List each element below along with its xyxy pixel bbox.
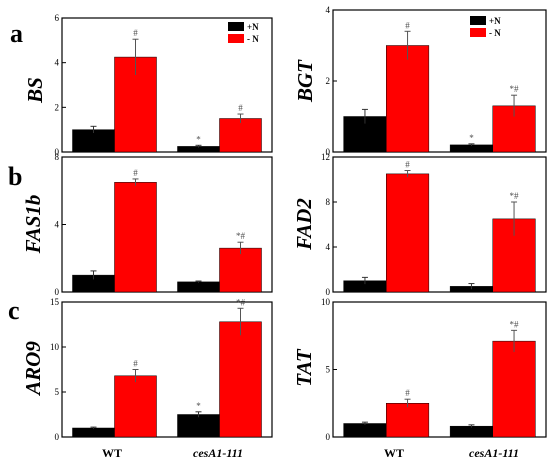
chart-6-ylabel: TAT — [292, 348, 316, 387]
chart-3-ytick-label-1: 4 — [55, 220, 60, 230]
chart-6-ytick-label-2: 10 — [321, 297, 331, 307]
legend-left-plus-n-label: +N — [247, 22, 259, 32]
chart-5-sig-1-1: *# — [236, 297, 246, 307]
chart-2-ylabel: BGT — [293, 59, 317, 103]
chart-5-ytick-label-1: 5 — [55, 387, 60, 397]
chart-4-ytick-label-3: 12 — [321, 152, 330, 162]
chart-3-bar-minus-n-0 — [114, 182, 157, 293]
chart-6-bar-plus-n-1 — [449, 425, 493, 438]
chart-5-ytick-label-3: 15 — [50, 297, 60, 307]
legend-left-plus-n-swatch — [228, 22, 244, 31]
legend-right-minus-n-swatch — [470, 28, 486, 37]
legend-left-minus-n-label: - N — [247, 34, 259, 44]
chart-panel-6: 0 5 10 TAT # *# — [292, 297, 547, 442]
chart-5-sig-1-0: # — [133, 359, 138, 369]
chart-5-bar-minus-n-0 — [114, 375, 157, 438]
chart-5-ytick-label-2: 10 — [50, 342, 60, 352]
chart-1-sig-0-1: * — [196, 134, 201, 144]
chart-2-bar-minus-n-0 — [386, 45, 430, 153]
chart-4-sig-1-0: # — [405, 160, 410, 170]
chart-4-ytick-label-1: 4 — [326, 242, 331, 252]
chart-3-ytick-label-2: 8 — [55, 152, 60, 162]
legend-left: +N - N — [228, 22, 259, 44]
chart-1-ylabel: BS — [23, 77, 47, 104]
chart-2-ytick-label-0: 0 — [326, 147, 331, 157]
legend-right-plus-n-label: +N — [489, 16, 501, 26]
chart-4-ytick-label-0: 0 — [326, 287, 331, 297]
chart-4-ylabel: FAD2 — [292, 198, 316, 251]
chart-3-bar-minus-n-1 — [219, 247, 262, 293]
chart-2-sig-0-1: * — [469, 133, 474, 143]
chart-6-sig-1-0: # — [405, 388, 410, 398]
chart-3-bar-plus-n-1 — [177, 281, 220, 293]
chart-6-sig-1-1: *# — [510, 319, 520, 329]
x-category-wt-right: WT — [384, 446, 404, 460]
chart-6-bar-minus-n-0 — [386, 403, 430, 438]
chart-4-bar-minus-n-0 — [386, 173, 430, 293]
chart-4-ytick-label-2: 8 — [326, 197, 331, 207]
chart-1-ytick-label-2: 4 — [55, 58, 60, 68]
chart-2-sig-1-0: # — [405, 20, 410, 30]
chart-2-ytick-label-1: 2 — [326, 76, 331, 86]
chart-panel-5: 0 5 10 15 ARO9 # * *# — [21, 297, 273, 442]
x-category-mutant-left: cesA1-111 — [193, 446, 243, 460]
panel-letter-c: c — [8, 296, 20, 325]
charts-area: 0246BS#*#024BGT#**#048FAS1b#*#04812FAD2#… — [21, 5, 547, 442]
chart-5-bar-plus-n-0 — [72, 427, 115, 438]
chart-2-sig-1-1: *# — [510, 84, 520, 94]
chart-5-sig-0-1: * — [196, 401, 201, 411]
chart-1-sig-1-1: # — [238, 103, 243, 113]
chart-5-ytick-label-0: 0 — [55, 432, 60, 442]
chart-1-frame — [61, 17, 273, 153]
chart-3-ylabel: FAS1b — [21, 195, 45, 255]
legend-right: +N - N — [470, 16, 501, 38]
legend-right-minus-n-label: - N — [489, 28, 501, 38]
chart-panel-1: 0 2 4 6 BS # * # — [23, 13, 273, 157]
chart-6-bar-plus-n-0 — [343, 423, 387, 438]
chart-3-ytick-label-0: 0 — [55, 287, 60, 297]
chart-1-sig-1-0: # — [133, 28, 138, 38]
chart-4-sig-1-1: *# — [510, 191, 520, 201]
x-category-mutant-right: cesA1-111 — [469, 446, 519, 460]
chart-3-sig-1-1: *# — [236, 231, 246, 241]
chart-1-ytick-label-0: 0 — [55, 147, 60, 157]
chart-5-bar-plus-n-1 — [177, 414, 220, 438]
chart-panel-2: 0 2 4 BGT # * *# — [293, 5, 547, 157]
panel-letter-b: b — [8, 162, 22, 191]
chart-4-frame — [332, 156, 547, 293]
chart-5-frame — [61, 301, 273, 438]
panel-letter-a: a — [10, 19, 23, 48]
chart-5-bar-minus-n-1 — [219, 321, 262, 438]
chart-3-sig-1-0: # — [133, 168, 138, 178]
chart-6-ytick-label-0: 0 — [326, 432, 331, 442]
chart-1-ytick-label-3: 6 — [55, 13, 60, 23]
chart-2-ytick-label-2: 4 — [326, 5, 331, 15]
legend-left-minus-n-swatch — [228, 34, 244, 43]
chart-6-bar-minus-n-1 — [492, 340, 536, 438]
chart-1-bar-minus-n-1 — [219, 118, 262, 153]
chart-panel-4: 0 4 8 12 FAD2 # *# — [292, 152, 547, 297]
chart-1-ytick-label-1: 2 — [55, 102, 60, 112]
chart-panel-3: 0 4 8 FAS1b # *# — [21, 152, 273, 297]
chart-1-bar-plus-n-0 — [72, 129, 115, 153]
chart-6-ytick-label-1: 5 — [326, 365, 331, 375]
chart-5-ylabel: ARO9 — [21, 341, 45, 397]
x-category-wt-left: WT — [102, 446, 122, 460]
legend-right-plus-n-swatch — [470, 16, 486, 25]
